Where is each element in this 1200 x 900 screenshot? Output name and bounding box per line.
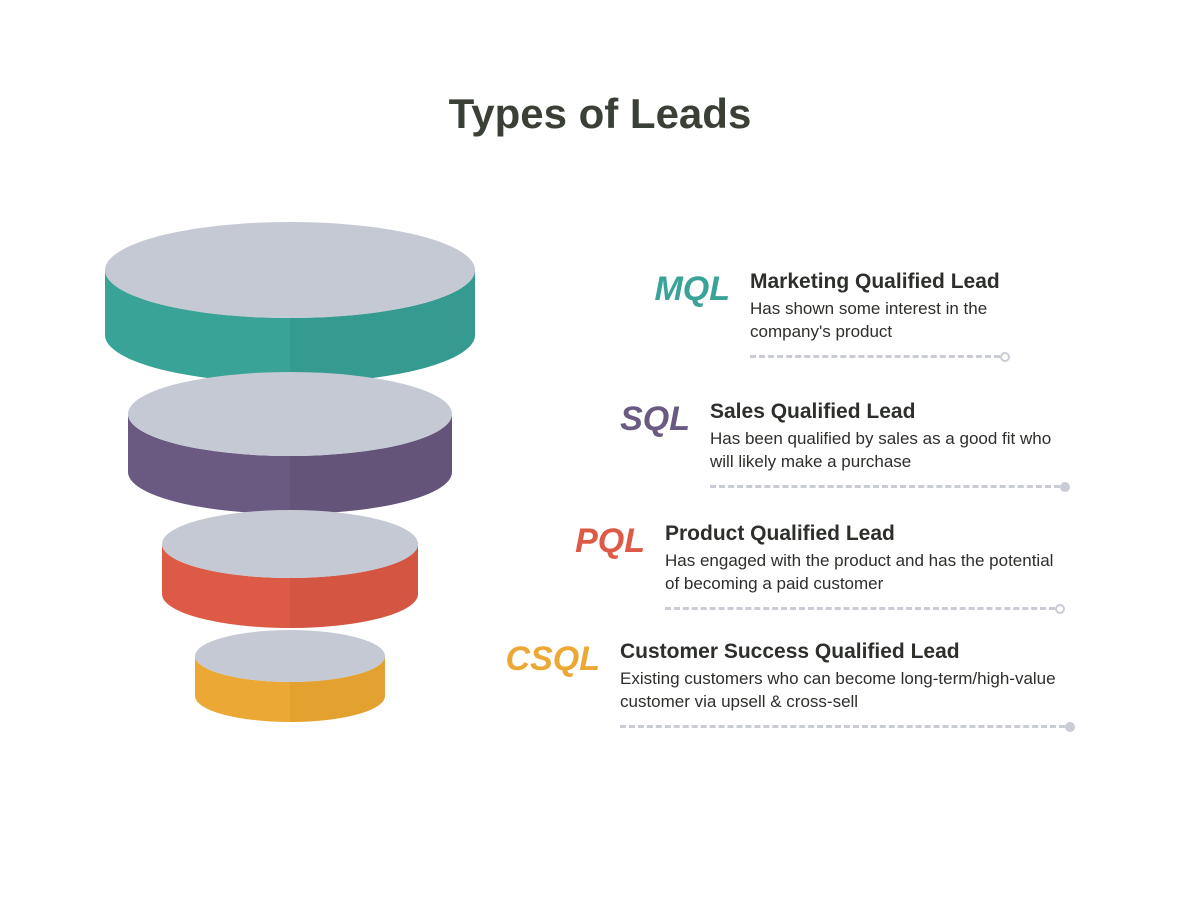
- desc-text: Has engaged with the product and has the…: [665, 550, 1065, 596]
- desc-block-pql: Product Qualified Lead Has engaged with t…: [665, 522, 1065, 614]
- funnel-diagram: [100, 220, 480, 780]
- desc-title: Customer Success Qualified Lead: [620, 640, 1075, 664]
- label-row-sql: SQLSales Qualified Lead Has been qualifie…: [590, 400, 1140, 492]
- desc-text: Has been qualified by sales as a good fi…: [710, 428, 1070, 474]
- funnel-disc-1: [126, 370, 454, 516]
- page-title: Types of Leads: [0, 0, 1200, 138]
- divider: [750, 352, 1010, 362]
- acronym-csql: CSQL: [500, 640, 620, 679]
- desc-title: Marketing Qualified Lead: [750, 270, 1010, 294]
- funnel-disc-2: [160, 508, 420, 630]
- funnel-disc-0: [103, 220, 477, 385]
- label-row-csql: CSQLCustomer Success Qualified Lead Exist…: [500, 640, 1140, 732]
- label-row-pql: PQLProduct Qualified Lead Has engaged wit…: [545, 522, 1140, 614]
- desc-block-mql: Marketing Qualified Lead Has shown some i…: [750, 270, 1010, 362]
- acronym-mql: MQL: [630, 270, 750, 309]
- desc-title: Product Qualified Lead: [665, 522, 1065, 546]
- desc-text: Has shown some interest in the company's…: [750, 298, 1010, 344]
- acronym-pql: PQL: [545, 522, 665, 561]
- label-row-mql: MQLMarketing Qualified Lead Has shown som…: [630, 270, 1140, 362]
- divider: [620, 722, 1075, 732]
- desc-block-csql: Customer Success Qualified Lead Existing …: [620, 640, 1075, 732]
- desc-text: Existing customers who can become long-t…: [620, 668, 1075, 714]
- divider: [665, 604, 1065, 614]
- desc-block-sql: Sales Qualified Lead Has been qualified b…: [710, 400, 1070, 492]
- divider: [710, 482, 1070, 492]
- funnel-disc-3: [193, 628, 387, 724]
- desc-title: Sales Qualified Lead: [710, 400, 1070, 424]
- acronym-sql: SQL: [590, 400, 710, 439]
